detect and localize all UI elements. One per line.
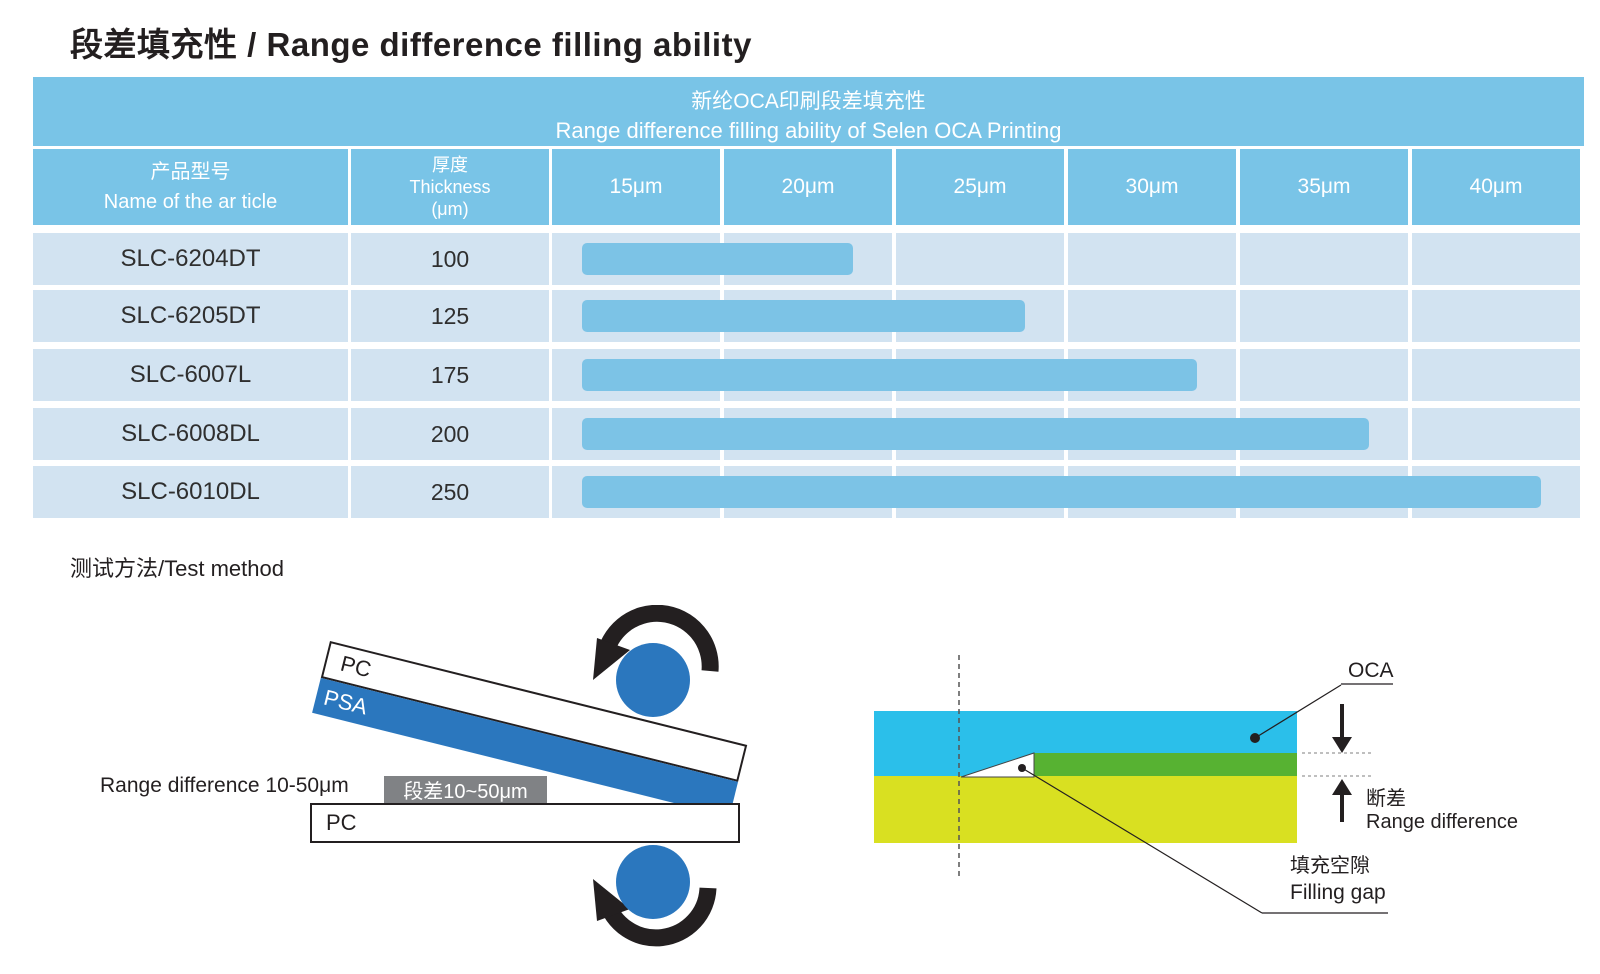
product-name-cell: SLC-6205DT <box>33 290 348 342</box>
test-method-section-label: 测试方法/Test method <box>70 556 284 581</box>
table-title-zh: 新纶OCA印刷段差填充性 <box>691 90 926 113</box>
thickness-cell: 250 <box>351 466 549 518</box>
oca-leader-line <box>1254 684 1342 739</box>
gap-leader-line <box>1021 767 1263 914</box>
range-difference-label: Range difference 10-50μm <box>100 774 349 797</box>
rotation-arrow-head <box>593 879 630 921</box>
filler-layer <box>1034 753 1297 776</box>
filling-gap-label-zh: 填充空隙 <box>1290 855 1370 877</box>
roller-circle <box>616 845 690 919</box>
fill-bar <box>582 418 1369 450</box>
psa-label: PSA <box>321 684 371 720</box>
column-header-product-name-en: Name of the ar ticle <box>103 191 278 213</box>
um-column-headers: 15μm 20μm 25μm 30μm 35μm 40μm <box>552 149 1580 225</box>
thickness-cell: 100 <box>351 233 549 285</box>
column-header-thickness: 厚度 Thickness (μm) <box>351 149 549 225</box>
filling-ability-table: 新纶OCA印刷段差填充性 Range difference filling ab… <box>33 77 1584 518</box>
page-title: 段差填充性 / Range difference filling ability <box>70 26 752 63</box>
oca-label: OCA <box>1348 659 1394 682</box>
table-row: SLC-6007L 175 <box>33 349 1584 401</box>
rotation-arrow-arc <box>595 605 719 672</box>
table-row: SLC-6205DT 125 <box>33 290 1584 342</box>
rotation-arrow-head <box>593 638 630 680</box>
roller-bottom-icon <box>593 845 717 947</box>
range-difference-label-en: Range difference <box>1366 811 1518 833</box>
thickness-cell: 175 <box>351 349 549 401</box>
pc-bottom-label: PC <box>326 810 357 835</box>
column-header-product-name-zh: 产品型号 <box>150 161 231 183</box>
range-difference-label-zh: 断差 <box>1366 788 1406 810</box>
up-arrow-head <box>1332 779 1352 795</box>
product-name-cell: SLC-6010DL <box>33 466 348 518</box>
table-title-en: Range difference filling ability of Sele… <box>555 118 1062 143</box>
um-column-header: 35μm <box>1297 175 1351 198</box>
roller-circle <box>616 643 690 717</box>
fill-bar <box>582 476 1541 508</box>
substrate-layer <box>874 776 1297 843</box>
table-row: SLC-6204DT 100 <box>33 233 1584 285</box>
fill-bar <box>582 359 1197 391</box>
fill-bar <box>582 300 1025 332</box>
column-header-product-name: 产品型号 Name of the ar ticle <box>33 149 348 225</box>
table-row: SLC-6010DL 250 <box>33 466 1584 518</box>
filling-gap-triangle <box>960 752 1035 778</box>
pc-top-label: PC <box>338 650 374 683</box>
product-name-cell: SLC-6007L <box>33 349 348 401</box>
product-name-cell: SLC-6204DT <box>33 233 348 285</box>
filling-gap-label-en: Filling gap <box>1290 881 1386 904</box>
column-header-thickness-zh: 厚度 <box>432 155 468 175</box>
um-column-header: 40μm <box>1469 175 1523 198</box>
um-column-header: 20μm <box>781 175 835 198</box>
table-title-band: 新纶OCA印刷段差填充性 Range difference filling ab… <box>33 77 1584 146</box>
thickness-cell: 125 <box>351 290 549 342</box>
um-column-header: 30μm <box>1125 175 1179 198</box>
um-column-header: 25μm <box>953 175 1007 198</box>
rotation-arrow-arc <box>597 887 717 947</box>
pc-bottom-layer: PC <box>310 803 740 843</box>
cross-section-annotations <box>958 655 1393 914</box>
product-name-cell: SLC-6008DL <box>33 408 348 460</box>
thickness-cell: 200 <box>351 408 549 460</box>
table-row: SLC-6008DL 200 <box>33 408 1584 460</box>
roller-top-icon <box>593 605 719 717</box>
column-header-thickness-en: Thickness <box>409 177 491 197</box>
down-arrow-head <box>1332 737 1352 753</box>
step-height-box: 段差10~50μm <box>384 776 547 803</box>
fill-bar <box>582 243 853 275</box>
column-header-thickness-unit: (μm) <box>431 199 469 219</box>
um-column-header: 15μm <box>609 175 663 198</box>
